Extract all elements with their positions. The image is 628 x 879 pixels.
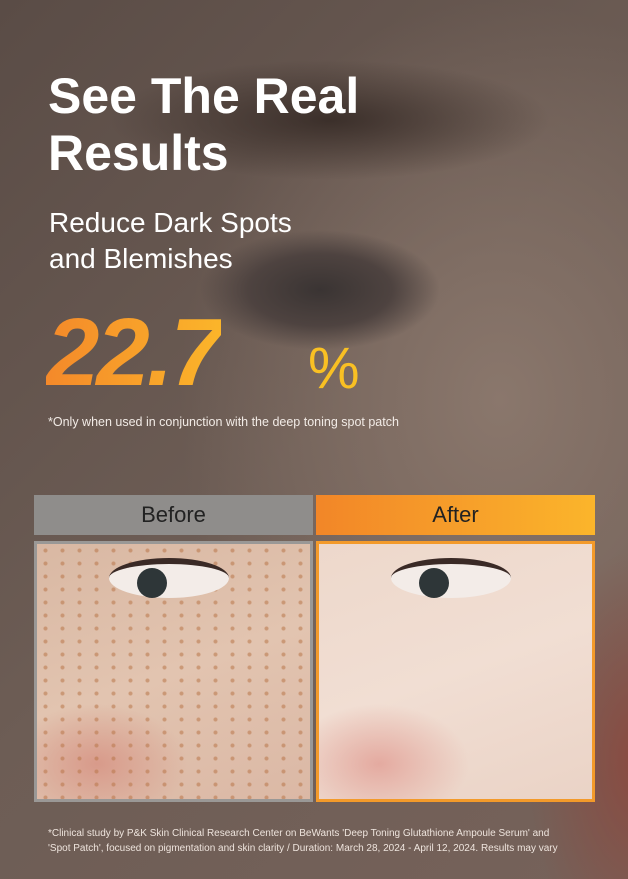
subheadline-line-1: Reduce Dark Spots [49, 207, 292, 238]
stat-unit: % [308, 336, 360, 401]
subheadline: Reduce Dark Spots and Blemishes [49, 205, 292, 277]
footnote-line-2: 'Spot Patch', focused on pigmentation an… [48, 843, 558, 854]
eye-image [109, 558, 229, 598]
headline-line-1: See The Real [48, 68, 360, 124]
headline-line-2: Results [48, 125, 229, 181]
stat-note: *Only when used in conjunction with the … [48, 415, 399, 429]
eye-image [391, 558, 511, 598]
after-label: After [316, 495, 595, 535]
before-photo [34, 541, 313, 802]
footnote-line-1: *Clinical study by P&K Skin Clinical Res… [48, 828, 550, 839]
headline: See The Real Results [48, 68, 359, 182]
stat-value: 22.7 [46, 299, 224, 406]
after-photo [316, 541, 595, 802]
subheadline-line-2: and Blemishes [49, 243, 233, 274]
before-label: Before [34, 495, 313, 535]
footnote: *Clinical study by P&K Skin Clinical Res… [48, 826, 618, 856]
